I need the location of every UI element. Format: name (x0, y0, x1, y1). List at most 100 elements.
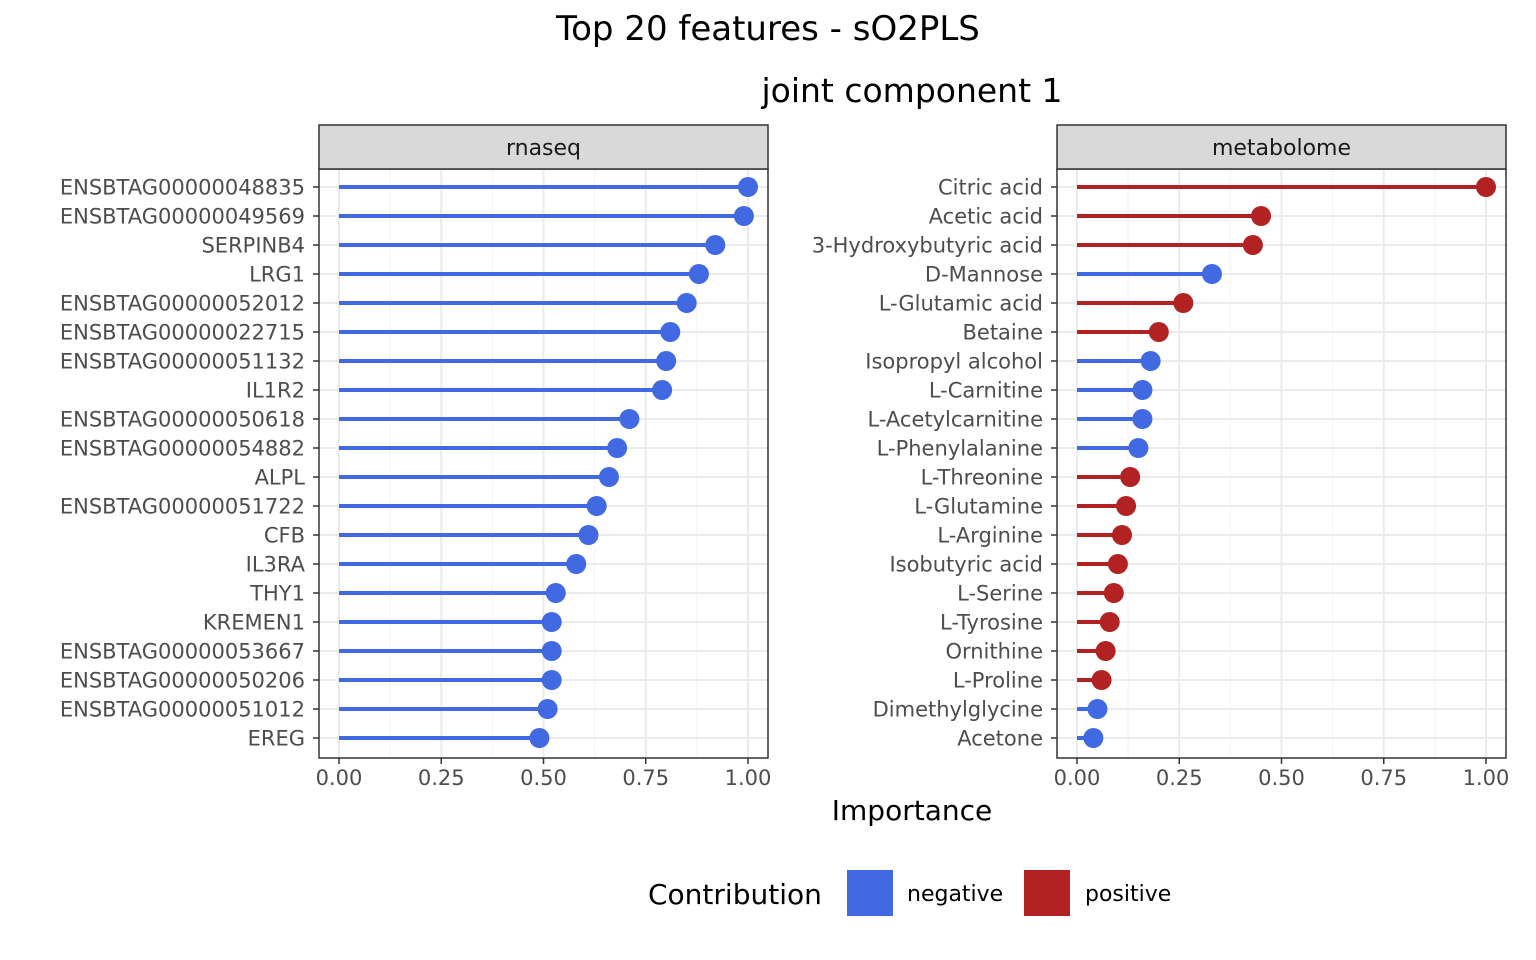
lollipop-point (1107, 554, 1128, 574)
x-tick-label: 0.25 (1156, 766, 1203, 790)
x-tick-label: 0.75 (622, 766, 669, 790)
y-tick-label: THY1 (249, 582, 305, 606)
panel-rnaseq: rnaseq ENSBTAG00000048835 ENSBTAG000000495… (60, 124, 772, 790)
y-tick-label: L-Tyrosine (940, 611, 1043, 635)
y-tick-label: ENSBTAG00000049569 (60, 205, 305, 229)
y-tick-label: L-Acetylcarnitine (867, 408, 1043, 432)
y-tick-label: ENSBTAG00000050206 (60, 669, 305, 693)
y-tick-label: Isopropyl alcohol (865, 350, 1043, 374)
lollipop-point (1132, 409, 1153, 429)
y-tick-label: Acetone (957, 727, 1043, 751)
lollipop-point (1103, 583, 1124, 603)
y-tick-label: L-Glutamic acid (879, 292, 1043, 316)
lollipop-point (1111, 525, 1132, 545)
lollipop-point (619, 409, 640, 429)
lollipop-point (1476, 177, 1496, 197)
y-tick-label: LRG1 (249, 263, 305, 287)
y-tick-label: L-Threonine (921, 466, 1043, 490)
facet-strip-label: metabolome (1212, 136, 1351, 161)
y-tick-label: ENSBTAG00000022715 (60, 321, 305, 345)
y-tick-label: ENSBTAG00000051012 (60, 698, 305, 722)
lollipop-point (545, 583, 566, 603)
y-tick-label: D-Mannose (925, 263, 1043, 287)
y-tick-label: L-Carnitine (929, 379, 1043, 403)
lollipop-point (586, 496, 607, 516)
y-tick-label: L-Proline (953, 669, 1043, 693)
lollipop-point (1132, 380, 1153, 400)
y-tick-label: ENSBTAG00000050618 (60, 408, 305, 432)
legend-items: negative positive (847, 870, 1171, 916)
lollipop-point (688, 264, 709, 284)
x-tick-label: 0.50 (1258, 766, 1305, 790)
lollipop-point (676, 293, 697, 313)
lollipop-point (660, 322, 681, 342)
lollipop-point (1083, 728, 1104, 748)
lollipop-point (1173, 293, 1194, 313)
y-tick-label: SERPINB4 (201, 234, 305, 258)
y-tick-label: 3-Hydroxybutyric acid (812, 234, 1043, 258)
lollipop-point (1140, 351, 1161, 371)
y-tick-label: ENSBTAG00000051132 (60, 350, 305, 374)
x-tick-label: 0.25 (418, 766, 465, 790)
x-tick-label: 0.50 (520, 766, 567, 790)
x-tick-label: 0.00 (1054, 766, 1101, 790)
lollipop-point (1201, 264, 1222, 284)
lollipop-point (1087, 699, 1108, 719)
lollipop-point (733, 206, 754, 226)
lollipop-point (541, 612, 562, 632)
legend-label-positive: positive (1085, 882, 1171, 907)
y-tick-label: ENSBTAG00000053667 (60, 640, 305, 664)
legend-label-negative: negative (907, 882, 1003, 907)
legend-key-positive (1024, 870, 1070, 916)
y-tick-label: Betaine (963, 321, 1044, 345)
facet-strip-label: rnaseq (506, 136, 581, 161)
lollipop-point (1091, 670, 1112, 690)
y-tick-label: L-Phenylalanine (877, 437, 1043, 461)
x-axis-title: Importance (832, 794, 992, 827)
lollipop-point (1116, 496, 1137, 516)
chart-title: Top 20 features - sO2PLS (555, 9, 980, 49)
y-tick-label: ENSBTAG00000054882 (60, 437, 305, 461)
y-tick-label: ENSBTAG00000052012 (60, 292, 305, 316)
y-tick-label: Ornithine (945, 640, 1043, 664)
y-tick-label: Dimethylglycine (873, 698, 1043, 722)
x-tick-label: 1.00 (725, 766, 772, 790)
y-tick-label: ENSBTAG00000051722 (60, 495, 305, 519)
y-tick-label: CFB (264, 524, 305, 548)
y-tick-label: ENSBTAG00000048835 (60, 176, 305, 200)
lollipop-point (652, 380, 673, 400)
y-tick-label: L-Serine (957, 582, 1043, 606)
lollipop-point (529, 728, 550, 748)
lollipop-point (541, 670, 562, 690)
x-tick-label: 0.00 (316, 766, 363, 790)
y-tick-label: L-Arginine (937, 524, 1043, 548)
x-tick-label: 1.00 (1463, 766, 1510, 790)
facet-strip (318, 124, 769, 170)
y-tick-label: L-Glutamine (914, 495, 1043, 519)
lollipop-point (1242, 235, 1263, 255)
y-tick-label: EREG (248, 727, 305, 751)
y-tick-label: Isobutyric acid (889, 553, 1043, 577)
lollipop-point (537, 699, 558, 719)
lollipop-point (1120, 467, 1141, 487)
lollipop-point (1251, 206, 1272, 226)
lollipop-point (541, 641, 562, 661)
facet-strip (1056, 124, 1507, 170)
y-tick-label: IL3RA (246, 553, 306, 577)
lollipop-point (738, 177, 758, 197)
y-tick-label: Acetic acid (929, 205, 1043, 229)
x-tick-label: 0.75 (1360, 766, 1407, 790)
legend-title: Contribution (648, 878, 822, 911)
y-tick-label: ALPL (255, 466, 306, 490)
lollipop-point (598, 467, 619, 487)
y-tick-label: Citric acid (938, 176, 1043, 200)
facet-panels: rnaseq ENSBTAG00000048835 ENSBTAG000000495… (60, 124, 1510, 790)
y-tick-label: KREMEN1 (203, 611, 305, 635)
lollipop-point (566, 554, 587, 574)
lollipop-point (705, 235, 726, 255)
lollipop-point (607, 438, 628, 458)
legend: Contribution negative positive (648, 870, 1171, 916)
y-tick-label: IL1R2 (246, 379, 305, 403)
lollipop-point (1128, 438, 1149, 458)
